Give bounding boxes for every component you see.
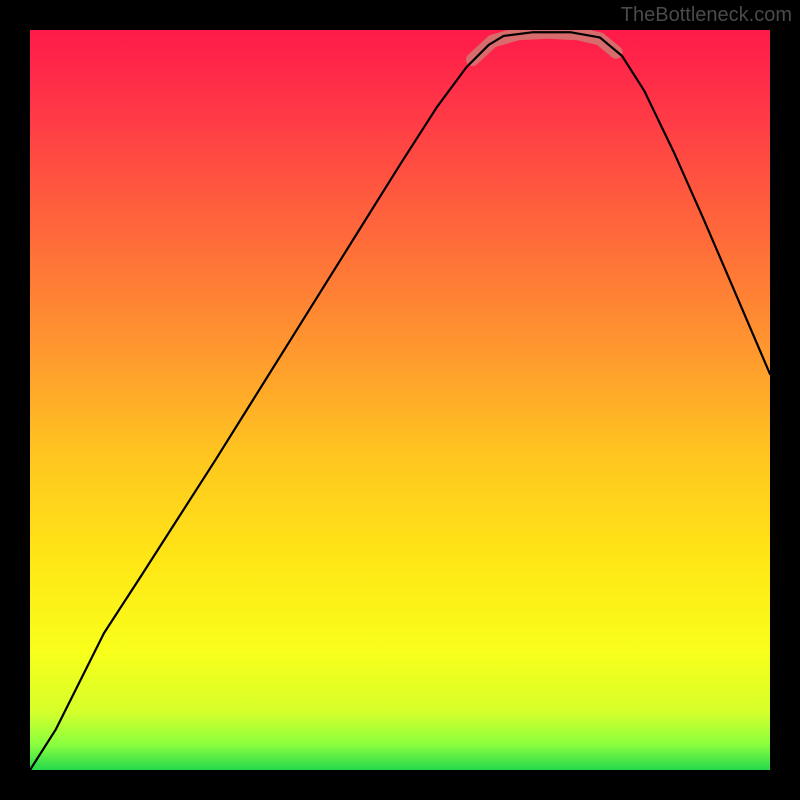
watermark-text: TheBottleneck.com — [621, 4, 792, 27]
plot-area — [30, 30, 770, 770]
bottleneck-curve — [30, 32, 770, 770]
curve-layer — [30, 30, 770, 770]
